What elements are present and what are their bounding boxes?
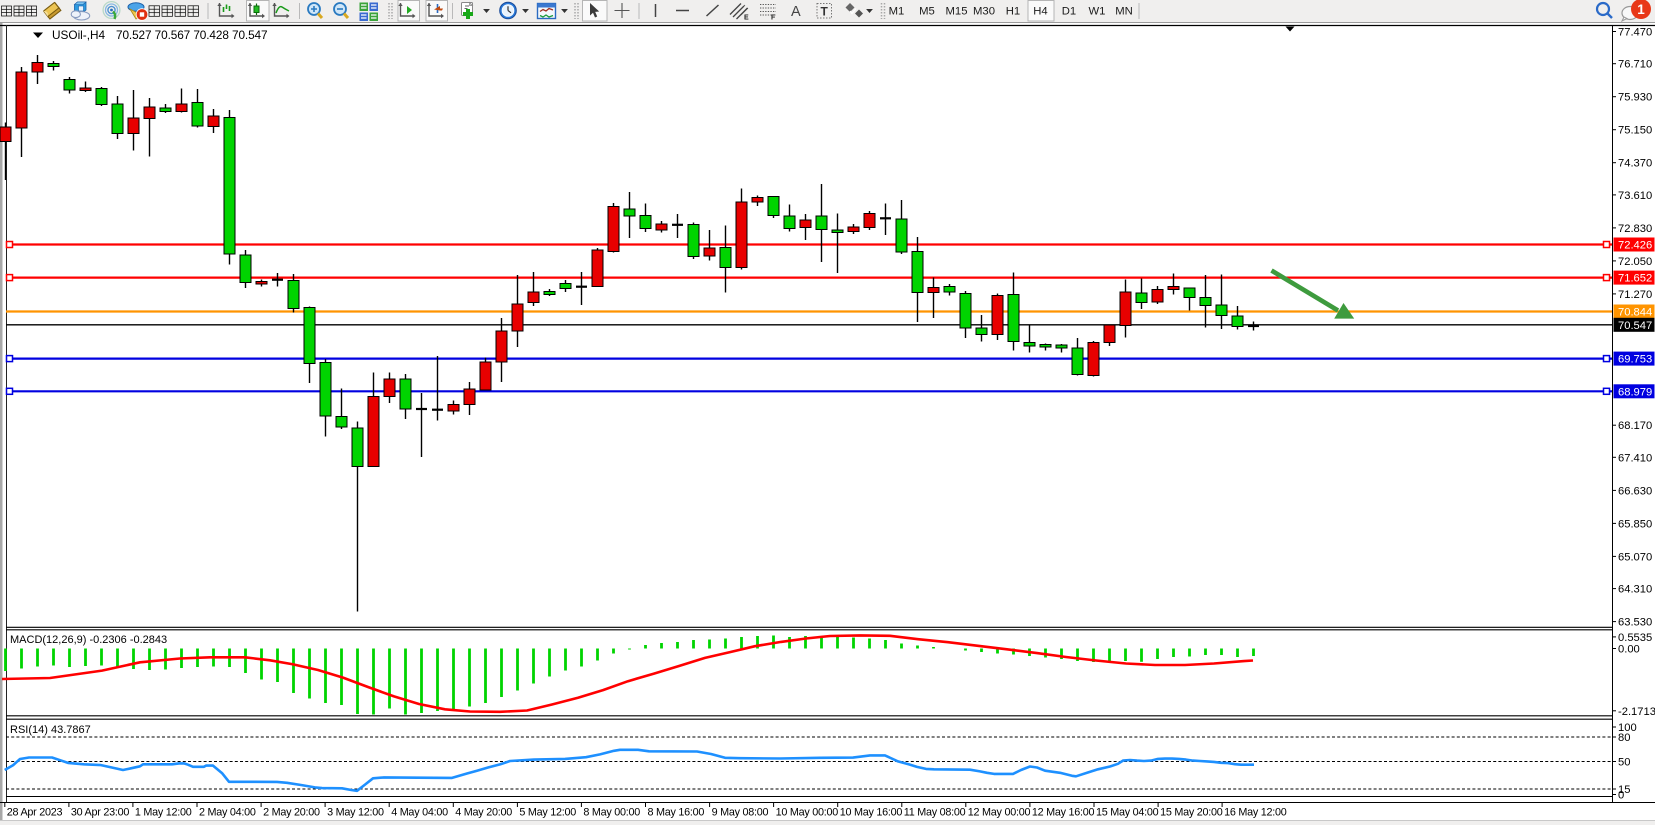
- svg-text:4 May 20:00: 4 May 20:00: [455, 807, 512, 819]
- svg-text:80: 80: [1618, 732, 1630, 744]
- svg-text:0.5535: 0.5535: [1618, 632, 1652, 644]
- svg-text:65.070: 65.070: [1618, 551, 1652, 563]
- svg-text:9 May 08:00: 9 May 08:00: [712, 807, 769, 819]
- svg-text:W1: W1: [1089, 6, 1106, 18]
- svg-text:1: 1: [1637, 2, 1645, 17]
- svg-text:71.270: 71.270: [1618, 289, 1652, 301]
- svg-text:64.310: 64.310: [1618, 584, 1652, 596]
- svg-text:M1: M1: [889, 6, 905, 18]
- svg-text:10 May 16:00: 10 May 16:00: [840, 807, 903, 819]
- svg-text:68.170: 68.170: [1618, 420, 1652, 432]
- svg-text:M5: M5: [919, 6, 935, 18]
- svg-text:H1: H1: [1006, 6, 1020, 18]
- svg-text:15 May 04:00: 15 May 04:00: [1096, 807, 1159, 819]
- svg-text:RSI(14) 43.7867: RSI(14) 43.7867: [10, 724, 91, 736]
- svg-text:72.830: 72.830: [1618, 223, 1652, 235]
- svg-text:70.527 70.567 70.428 70.547: 70.527 70.567 70.428 70.547: [116, 28, 267, 42]
- svg-text:71.652: 71.652: [1618, 273, 1652, 285]
- svg-text:MN: MN: [1115, 6, 1133, 18]
- svg-text:74.370: 74.370: [1618, 158, 1652, 170]
- svg-text:D1: D1: [1062, 6, 1076, 18]
- svg-text:28 Apr 2023: 28 Apr 2023: [7, 807, 63, 819]
- svg-text:2 May 04:00: 2 May 04:00: [199, 807, 256, 819]
- svg-text:75.150: 75.150: [1618, 125, 1652, 137]
- svg-text:66.630: 66.630: [1618, 485, 1652, 497]
- svg-text:70.547: 70.547: [1618, 320, 1652, 332]
- svg-text:65.850: 65.850: [1618, 518, 1652, 530]
- svg-text:F: F: [771, 15, 776, 22]
- svg-text:E: E: [744, 15, 749, 22]
- svg-text:12 May 16:00: 12 May 16:00: [1032, 807, 1095, 819]
- svg-text:69.753: 69.753: [1618, 354, 1652, 366]
- svg-text:73.610: 73.610: [1618, 190, 1652, 202]
- svg-text:11 May 08:00: 11 May 08:00: [904, 807, 966, 819]
- svg-text:15 May 20:00: 15 May 20:00: [1160, 807, 1223, 819]
- svg-text:5 May 12:00: 5 May 12:00: [519, 807, 576, 819]
- svg-text:30 Apr 23:00: 30 Apr 23:00: [71, 807, 129, 819]
- svg-text:10 May 00:00: 10 May 00:00: [776, 807, 839, 819]
- svg-text:2 May 20:00: 2 May 20:00: [263, 807, 320, 819]
- svg-text:M15: M15: [946, 6, 968, 18]
- svg-text:0: 0: [1618, 790, 1624, 802]
- svg-text:T: T: [821, 5, 829, 19]
- svg-text:USOil-,H4: USOil-,H4: [52, 28, 106, 42]
- svg-text:MACD(12,26,9) -0.2306 -0.2843: MACD(12,26,9) -0.2306 -0.2843: [10, 634, 167, 646]
- svg-text:A: A: [791, 4, 801, 20]
- svg-text:70.844: 70.844: [1618, 307, 1652, 319]
- svg-text:100: 100: [1618, 722, 1637, 734]
- svg-text:12 May 00:00: 12 May 00:00: [968, 807, 1031, 819]
- svg-text:50: 50: [1618, 757, 1630, 769]
- svg-text:76.710: 76.710: [1618, 59, 1652, 71]
- svg-text:M30: M30: [973, 6, 995, 18]
- svg-text:8 May 00:00: 8 May 00:00: [583, 807, 640, 819]
- svg-text:63.530: 63.530: [1618, 617, 1652, 629]
- svg-text:67.410: 67.410: [1618, 452, 1652, 464]
- svg-text:4 May 04:00: 4 May 04:00: [391, 807, 448, 819]
- svg-text:16 May 12:00: 16 May 12:00: [1224, 807, 1287, 819]
- svg-text:0.00: 0.00: [1618, 644, 1640, 656]
- svg-text:H4: H4: [1033, 6, 1047, 18]
- svg-text:8 May 16:00: 8 May 16:00: [648, 807, 705, 819]
- svg-text:1 May 12:00: 1 May 12:00: [135, 807, 192, 819]
- svg-text:72.050: 72.050: [1618, 256, 1652, 268]
- svg-text:72.426: 72.426: [1618, 240, 1652, 252]
- svg-text:15: 15: [1618, 784, 1630, 796]
- svg-text:68.979: 68.979: [1618, 386, 1652, 398]
- svg-text:75.930: 75.930: [1618, 92, 1652, 104]
- svg-text:-2.1713: -2.1713: [1618, 706, 1655, 718]
- svg-text:77.470: 77.470: [1618, 27, 1652, 39]
- svg-text:3 May 12:00: 3 May 12:00: [327, 807, 384, 819]
